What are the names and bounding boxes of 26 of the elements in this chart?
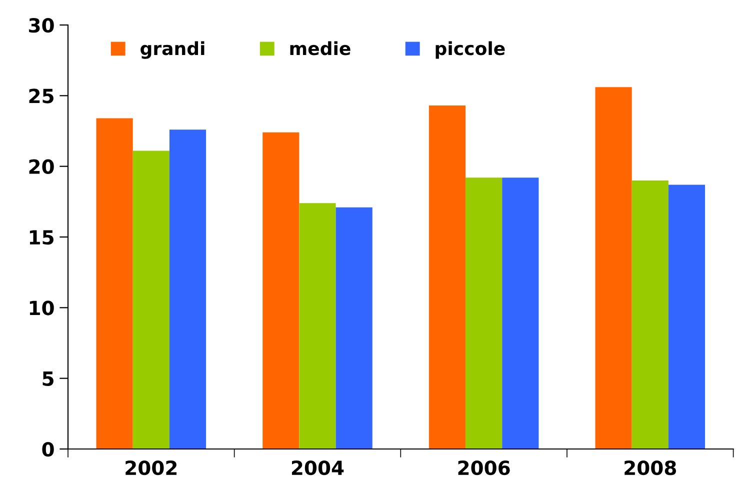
bar: [262, 132, 300, 449]
bar: [466, 178, 502, 449]
bar: [428, 106, 466, 449]
y-tick-label: 15: [30, 230, 54, 245]
y-tick-label: 25: [29, 88, 54, 104]
bar: [632, 180, 668, 449]
y-tick-label: 20: [29, 159, 54, 174]
legend-label: piccole: [436, 41, 505, 59]
bar: [336, 207, 372, 449]
legend-label: grandi: [140, 41, 204, 59]
bar: [502, 178, 539, 449]
x-tick-label: 2006: [458, 460, 510, 476]
bar: [595, 87, 632, 449]
bar: [132, 150, 170, 449]
x-tick-label: 2008: [624, 460, 676, 476]
bar: [299, 203, 336, 449]
x-tick-label: 2004: [292, 460, 344, 476]
y-tick-label: 0: [42, 442, 54, 457]
y-tick-label: 30: [29, 18, 54, 33]
y-tick-label: 10: [30, 300, 54, 316]
legend-label: medie: [290, 41, 350, 56]
bar: [96, 118, 133, 449]
bar: [668, 184, 706, 449]
y-tick-label: 5: [42, 372, 54, 386]
bar: [169, 130, 206, 449]
x-tick-label: 2002: [126, 460, 177, 476]
